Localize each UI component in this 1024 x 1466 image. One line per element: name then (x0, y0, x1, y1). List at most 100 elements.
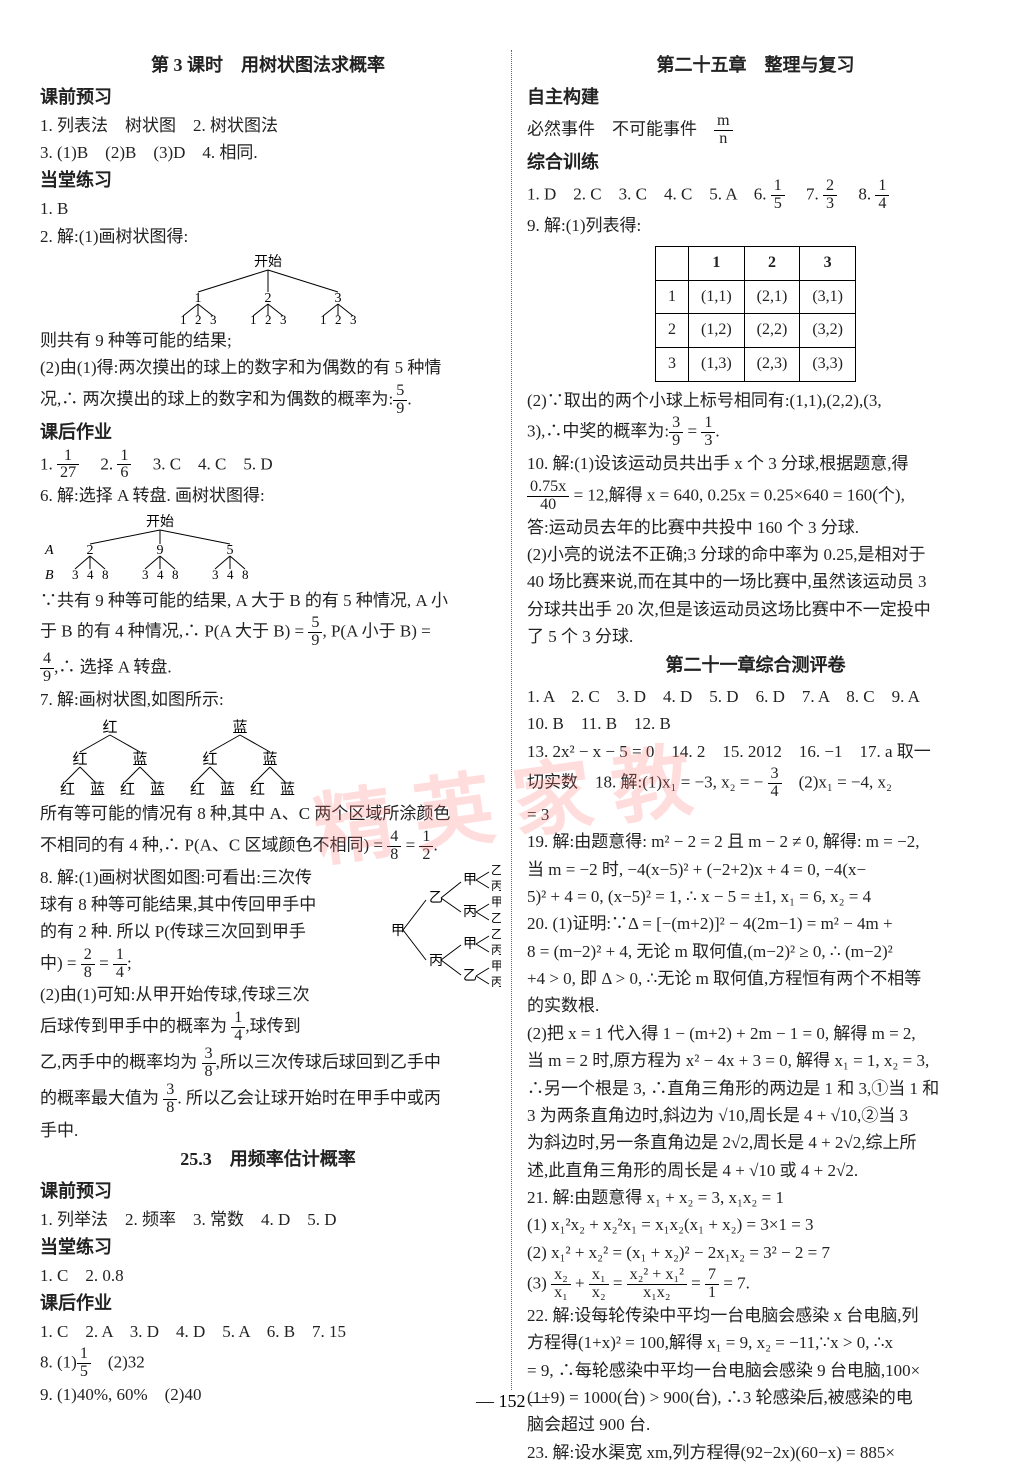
text-line: 1. 列举法 2. 频率 3. 常数 4. D 5. D (40, 1207, 496, 1233)
section-inclass-2: 当堂练习 (40, 1234, 496, 1262)
text-line: 1. 127 2. 16 3. C 4. C 5. D (40, 448, 496, 483)
svg-text:1: 1 (180, 312, 187, 324)
text-line: (2)∵取出的两个小球上标号相同有:(1,1),(2,2),(3, (527, 388, 984, 414)
svg-text:甲: 甲 (491, 959, 501, 973)
text-line: 当 m = −2 时, −4(x−5)² + (−2+2)x + 4 = 0, … (527, 857, 984, 883)
svg-text:丙: 丙 (463, 905, 477, 920)
tree-diagram-4: 甲 乙丙 甲丙 甲乙 乙丙 甲乙 乙丙 甲丙 (381, 860, 501, 1000)
svg-text:开始: 开始 (254, 254, 282, 270)
svg-text:8: 8 (242, 567, 249, 582)
svg-text:8: 8 (172, 567, 179, 582)
svg-text:红: 红 (250, 781, 265, 797)
text-line: 10. 解:(1)设该运动员共出手 x 个 3 分球,根据题意,得 (527, 451, 984, 477)
text-line: 8 = (m−2)² + 4, 无论 m 取何值,(m−2)² ≥ 0, ∴ (… (527, 939, 984, 965)
chapter-title-2: 第二十一章综合测评卷 (527, 652, 984, 680)
text-line: 49,∴ 选择 A 转盘. (40, 651, 496, 686)
text-line: (1+9) = 1000(台) > 900(台), ∴3 轮感染后,被感染的电 (527, 1385, 984, 1411)
svg-text:乙: 乙 (463, 968, 477, 984)
text-line: 1. C 2. 0.8 (40, 1263, 496, 1289)
text-line: (2)由(1)得:两次摸出的球上的数字和为偶数的有 5 种情 (40, 355, 496, 381)
svg-text:蓝: 蓝 (232, 719, 247, 736)
text-line: 19. 解:由题意得: m² − 2 = 2 且 m − 2 ≠ 0, 解得: … (527, 829, 984, 855)
text-line: 脑会超过 900 台. (527, 1412, 984, 1438)
svg-text:丙: 丙 (491, 879, 501, 893)
svg-text:乙: 乙 (491, 863, 501, 877)
text-line: (2) x₁² + x₂² = (x₁ + x₂)² − 2x₁x₂ = 3² … (527, 1240, 984, 1266)
text-line: ∵共有 9 种等可能的结果, A 大于 B 的有 5 种情况, A 小 (40, 588, 496, 614)
text-line: +4 > 0, 即 Δ > 0, ∴无论 m 取何值,方程恒有两个不相等 (527, 966, 984, 992)
text-line: 后球传到甲手中的概率为 14,球传到 (40, 1010, 496, 1045)
svg-text:2: 2 (265, 291, 272, 306)
svg-text:红: 红 (120, 781, 135, 797)
text-line: 分球共出手 20 次,但是该运动员这场比赛中不一定投中 (527, 597, 984, 623)
svg-text:丙: 丙 (491, 975, 501, 989)
text-line: = 3 (527, 802, 984, 828)
text-line: (2)把 x = 1 代入得 1 − (m+2) + 2m − 1 = 0, 解… (527, 1021, 984, 1047)
svg-text:乙: 乙 (429, 890, 443, 906)
text-line: 述,此直角三角形的周长是 4 + √10 或 4 + 2√2. (527, 1158, 984, 1184)
text-line: 切实数 18. 解:(1)x₁ = −3, x₂ = − 34 (2)x₁ = … (527, 766, 984, 801)
right-column: 第二十五章 整理与复习 自主构建 必然事件 不可能事件 mn 综合训练 1. D… (512, 50, 984, 1390)
text-line: 1. D 2. C 3. C 4. C 5. A 6. 15 7. 23 8. … (527, 178, 984, 213)
text-line: 所有等可能的情况有 8 种,其中 A、C 两个区域所涂颜色 (40, 801, 496, 827)
text-line: 2. 解:(1)画树状图得: (40, 224, 496, 250)
svg-text:乙: 乙 (491, 911, 501, 925)
text-line: 8. (1)15 (2)32 (40, 1346, 496, 1381)
svg-text:2: 2 (195, 312, 202, 324)
svg-text:蓝: 蓝 (280, 781, 295, 797)
table-row: 1(1,1)(2,1)(3,1) (656, 280, 856, 314)
svg-text:蓝: 蓝 (150, 781, 165, 797)
text-line: 5)² + 4 = 0, (x−5)² = 1, ∴ x − 5 = ±1, x… (527, 884, 984, 910)
svg-text:丙: 丙 (491, 943, 501, 957)
text-line: 不相同的有 4 种,∴ P(A、C 区域颜色不相同) = 48 = 12. (40, 829, 496, 864)
text-line: 40 场比赛来说,而在其中的一场比赛中,虽然该运动员 3 (527, 569, 984, 595)
text-line: (2)小亮的说法不正确;3 分球的命中率为 0.25,是相对于 (527, 542, 984, 568)
svg-text:蓝: 蓝 (262, 751, 277, 768)
svg-text:红: 红 (190, 781, 205, 797)
svg-text:甲: 甲 (463, 873, 477, 888)
text-line: 况,∴ 两次摸出的球上的数字和为偶数的概率为:59. (40, 383, 496, 418)
svg-text:1: 1 (320, 312, 327, 324)
text-line: 的实数根. (527, 993, 984, 1019)
text-line: 9. (1)40%, 60% (2)40 (40, 1382, 496, 1408)
svg-text:丙: 丙 (429, 954, 443, 969)
svg-text:蓝: 蓝 (132, 751, 147, 768)
text-line: 22. 解:设每轮传染中平均一台电脑会感染 x 台电脑,列 (527, 1303, 984, 1329)
text-line: 20. (1)证明:∵Δ = [−(m+2)]² − 4(2m−1) = m² … (527, 911, 984, 937)
svg-text:红: 红 (72, 751, 87, 768)
svg-text:甲: 甲 (391, 924, 405, 939)
svg-text:3: 3 (212, 567, 219, 582)
tree-diagram-1: 开始 1 2 3 123 123 123 (148, 254, 388, 324)
svg-text:蓝: 蓝 (90, 781, 105, 797)
text-line: 必然事件 不可能事件 mn (527, 113, 984, 148)
table-row: 3(1,3)(2,3)(3,3) (656, 348, 856, 382)
text-line: 于 B 的有 4 种情况,∴ P(A 大于 B) = 59, P(A 小于 B)… (40, 615, 496, 650)
svg-text:4: 4 (87, 567, 94, 582)
svg-text:红: 红 (102, 719, 117, 736)
text-line: (3) x₂x₁ + x₁x₂ = x₂² + x₁²x₁x₂ = 71 = 7… (527, 1267, 984, 1302)
table-row: 123 (656, 246, 856, 280)
text-line: 乙,丙手中的概率均为 38,所以三次传球后球回到乙手中 (40, 1046, 496, 1081)
section-homework: 课后作业 (40, 419, 496, 447)
svg-text:3: 3 (72, 567, 79, 582)
text-line: 则共有 9 种等可能的结果; (40, 328, 496, 354)
svg-text:红: 红 (60, 781, 75, 797)
section-homework-2: 课后作业 (40, 1290, 496, 1318)
left-column: 第 3 课时 用树状图法求概率 课前预习 1. 列表法 树状图 2. 树状图法 … (40, 50, 512, 1390)
svg-text:3: 3 (142, 567, 149, 582)
text-line: (1) x₁²x₂ + x₂²x₁ = x₁x₂(x₁ + x₂) = 3×1 … (527, 1212, 984, 1238)
text-line: 1. B (40, 196, 496, 222)
text-line: 10. B 11. B 12. B (527, 711, 984, 737)
text-line: 0.75x40 = 12,解得 x = 640, 0.25x = 0.25×64… (527, 479, 984, 514)
svg-text:A: A (44, 543, 54, 558)
svg-text:B: B (45, 568, 54, 583)
section-training: 综合训练 (527, 149, 984, 177)
text-line: ∴另一个根是 3, ∴直角三角形的两边是 1 和 3,①当 1 和 (527, 1076, 984, 1102)
tree-diagram-3: 红 蓝 红蓝 红蓝 红蓝 红蓝 红蓝 红蓝 (40, 717, 320, 797)
svg-text:开始: 开始 (146, 514, 174, 530)
text-line: 1. A 2. C 3. D 4. D 5. D 6. D 7. A 8. C … (527, 684, 984, 710)
svg-text:乙: 乙 (491, 927, 501, 941)
svg-text:9: 9 (157, 543, 164, 558)
svg-text:甲: 甲 (491, 895, 501, 909)
section-preview: 课前预习 (40, 84, 496, 112)
